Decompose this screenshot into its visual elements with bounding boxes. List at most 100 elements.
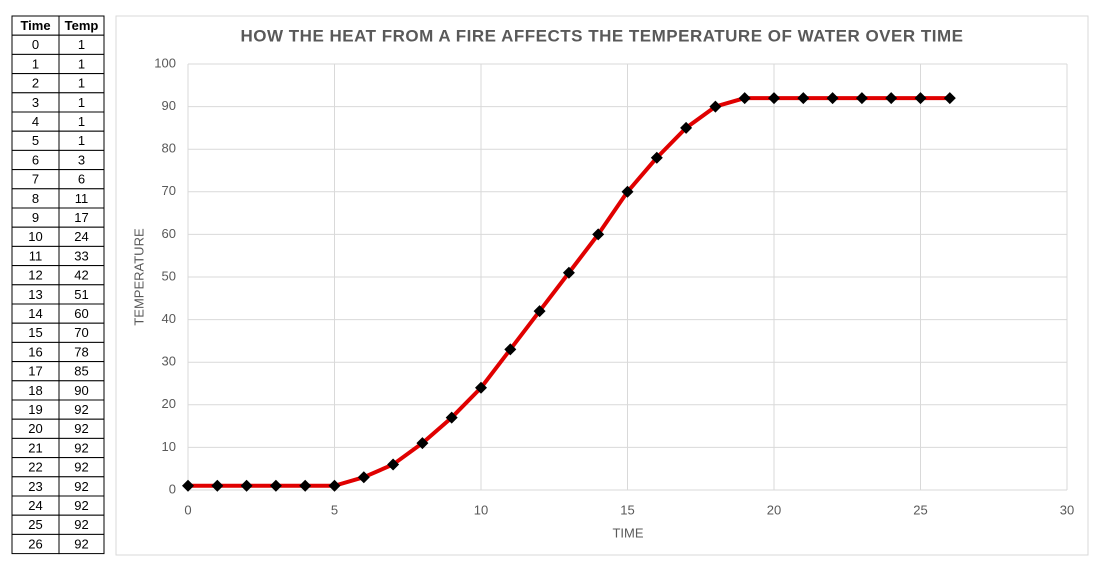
table-value: 1 [78,114,85,129]
table-value: 4 [32,114,39,129]
y-tick-label: 70 [162,183,176,198]
table-value: 26 [28,536,42,551]
data-point [182,479,194,492]
data-point [768,92,780,105]
x-tick-label: 30 [1060,502,1074,517]
data-point [357,471,370,484]
table-header: Time [20,18,50,33]
data-point [328,479,341,492]
table-value: 23 [28,479,42,494]
table-value: 85 [74,364,88,379]
table-value: 19 [28,402,42,417]
data-point [299,479,312,492]
table-value: 21 [28,440,42,455]
chart-title: HOW THE HEAT FROM A FIRE AFFECTS THE TEM… [241,26,964,45]
table-value: 17 [74,210,88,225]
y-tick-label: 0 [169,481,176,496]
y-axis-label: TEMPERATURE [131,228,146,326]
table-value: 1 [78,56,85,71]
table-cell [58,533,105,555]
table-value: 25 [28,517,42,532]
table-value: 60 [74,306,88,321]
table-value: 92 [74,421,88,436]
y-tick-label: 60 [162,226,176,241]
x-tick-label: 10 [474,502,488,517]
table-value: 92 [74,536,88,551]
table-value: 92 [74,402,88,417]
data-point [650,151,663,164]
table-value: 1 [78,95,85,110]
table-value: 5 [32,133,39,148]
data-point [885,92,898,105]
table-value: 1 [78,133,85,148]
table-value: 12 [28,268,42,283]
table-header: Temp [65,18,99,33]
table-value: 90 [74,383,88,398]
data-point [680,121,693,134]
table-value: 1 [78,37,85,52]
table-value: 13 [28,287,42,302]
table-value: 24 [28,498,42,513]
data-point [416,437,429,450]
x-tick-label: 20 [767,502,781,517]
data-point [562,266,575,279]
table-value: 6 [78,172,85,187]
x-axis-label: TIME [612,525,643,540]
data-point [943,92,956,105]
table-value: 17 [28,364,42,379]
table-value: 3 [32,95,39,110]
data-point [621,185,634,198]
table-value: 70 [74,325,88,340]
table-value: 92 [74,460,88,475]
data-point [738,92,751,105]
data-point [533,305,546,318]
y-tick-label: 80 [162,141,176,156]
table-value: 22 [28,460,42,475]
table-value: 20 [28,421,42,436]
y-tick-label: 100 [154,55,176,70]
data-point [211,479,224,492]
chart-frame [115,15,1089,556]
data-point [240,479,253,492]
table-value: 33 [74,248,88,263]
data-point [269,479,282,492]
table-value: 9 [32,210,39,225]
y-tick-label: 30 [162,354,176,369]
data-point [797,92,810,105]
data-point [475,381,487,394]
x-tick-label: 0 [184,502,191,517]
table-value: 10 [28,229,42,244]
table-value: 92 [74,440,88,455]
table-value: 8 [32,191,39,206]
table-value: 92 [74,498,88,513]
x-tick-label: 25 [913,502,927,517]
table-value: 51 [74,287,88,302]
data-point [592,228,605,241]
table-value: 92 [74,479,88,494]
y-tick-label: 50 [162,268,176,283]
table-value: 1 [32,56,39,71]
data-point [914,92,927,105]
data-point [826,92,839,105]
table-value: 2 [32,76,39,91]
table-value: 11 [29,248,43,263]
table-value: 3 [78,152,85,167]
table-value: 0 [32,37,39,52]
table-value: 7 [32,172,39,187]
data-point [445,411,458,424]
table-value: 11 [75,191,89,206]
table-value: 92 [74,517,88,532]
table-value: 42 [74,268,88,283]
table-value: 18 [28,383,42,398]
table-value: 14 [28,306,42,321]
table-value: 1 [78,76,85,91]
y-tick-label: 40 [162,311,176,326]
table-value: 78 [74,344,88,359]
y-tick-label: 90 [162,98,176,113]
data-point [709,100,722,113]
x-tick-label: 5 [331,502,338,517]
x-tick-label: 15 [620,502,634,517]
table-value: 15 [28,325,42,340]
table-value: 16 [28,344,42,359]
